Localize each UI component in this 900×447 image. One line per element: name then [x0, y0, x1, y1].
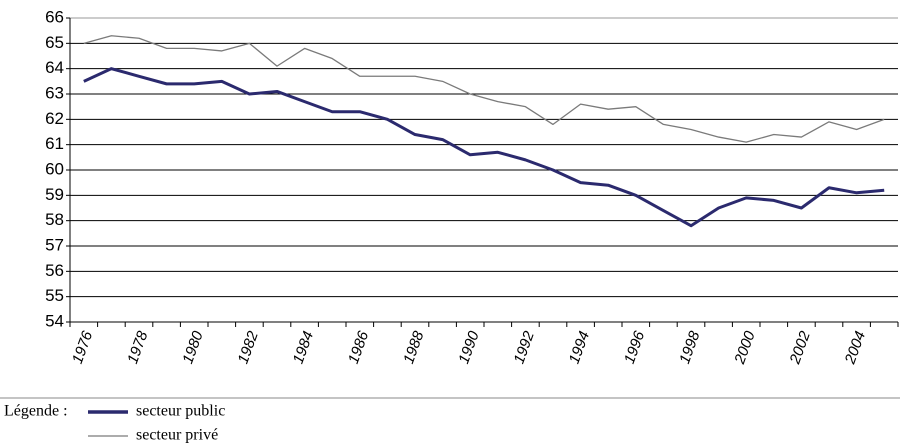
legend-label: secteur privé — [136, 427, 218, 444]
y-tick-label: 63 — [45, 83, 64, 102]
x-tick-label: 1988 — [400, 328, 428, 366]
y-tick-label: 64 — [45, 58, 64, 77]
x-tick-label: 1984 — [290, 329, 317, 366]
x-tick-label: 2000 — [731, 328, 759, 367]
series-line — [83, 35, 885, 143]
y-tick-label: 57 — [45, 235, 64, 254]
y-tick-label: 58 — [45, 210, 64, 229]
x-tick-label: 1976 — [69, 328, 97, 366]
y-tick-label: 60 — [45, 159, 64, 178]
series-line — [83, 67, 885, 228]
x-tick-label: 1998 — [676, 328, 704, 366]
x-tick-label: 1982 — [234, 328, 262, 366]
x-tick-label: 1986 — [345, 328, 373, 366]
x-tick-label: 1992 — [510, 328, 538, 366]
legend-title: Légende : — [4, 403, 68, 420]
x-tick-label: 1996 — [621, 328, 649, 366]
y-tick-label: 59 — [45, 185, 64, 204]
y-tick-label: 65 — [45, 33, 64, 52]
x-tick-label: 1980 — [179, 328, 207, 366]
y-tick-label: 54 — [45, 311, 64, 330]
x-tick-label: 2004 — [841, 329, 869, 367]
x-tick-label: 2002 — [786, 328, 814, 367]
y-tick-label: 55 — [45, 286, 64, 305]
x-tick-label: 1990 — [455, 328, 483, 366]
legend-label: secteur public — [136, 403, 225, 420]
y-tick-label: 66 — [45, 7, 64, 26]
x-tick-label: 1994 — [566, 329, 593, 366]
y-tick-label: 56 — [45, 261, 64, 280]
y-tick-label: 62 — [45, 109, 64, 128]
x-tick-label: 1978 — [124, 328, 152, 366]
y-tick-label: 61 — [45, 134, 64, 153]
